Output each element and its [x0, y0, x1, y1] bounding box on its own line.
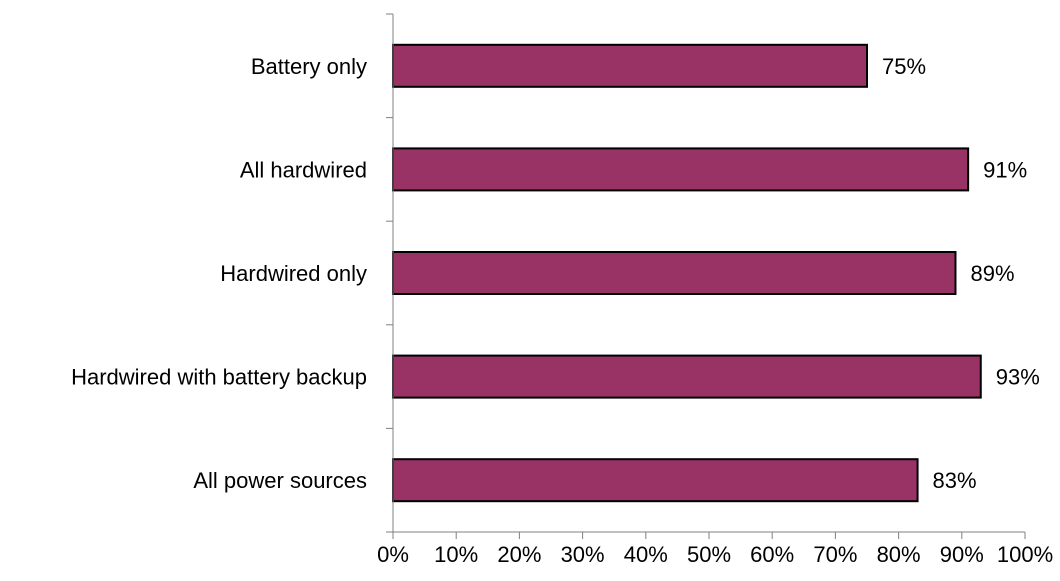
bar [392, 458, 919, 503]
x-tick-label: 70% [813, 542, 857, 567]
category-label: All power sources [193, 468, 367, 493]
x-tick-label: 0% [377, 542, 409, 567]
category-label: Battery only [251, 54, 367, 79]
data-label: 83% [933, 468, 977, 493]
category-label: Hardwired with battery backup [71, 365, 367, 390]
data-label: 89% [970, 261, 1014, 286]
x-tick-label: 50% [687, 542, 731, 567]
x-tick-labels-group: 0% 10% 20% 30% 40% 50% 60% 70% 80% 90% 100% [377, 542, 1053, 567]
bar [392, 147, 970, 192]
data-label: 91% [983, 157, 1027, 182]
bars-group [392, 43, 982, 503]
x-tick-label: 20% [497, 542, 541, 567]
category-label: Hardwired only [220, 261, 367, 286]
data-labels-group: 75% 91% 89% 93% 83% [882, 54, 1040, 493]
axes-group [386, 13, 1026, 539]
x-tick-label: 40% [624, 542, 668, 567]
x-tick-label: 30% [561, 542, 605, 567]
category-labels-group: Battery only All hardwired Hardwired only H… [71, 54, 367, 493]
x-tick-label: 80% [877, 542, 921, 567]
category-label: All hardwired [240, 157, 367, 182]
bar [392, 251, 957, 295]
data-label: 93% [996, 365, 1040, 390]
data-label: 75% [882, 54, 926, 79]
x-tick-label: 60% [750, 542, 794, 567]
bar [392, 354, 982, 399]
bar [392, 43, 868, 88]
x-tick-label: 90% [940, 542, 984, 567]
x-tick-label: 10% [434, 542, 478, 567]
x-tick-label: 100% [997, 542, 1053, 567]
